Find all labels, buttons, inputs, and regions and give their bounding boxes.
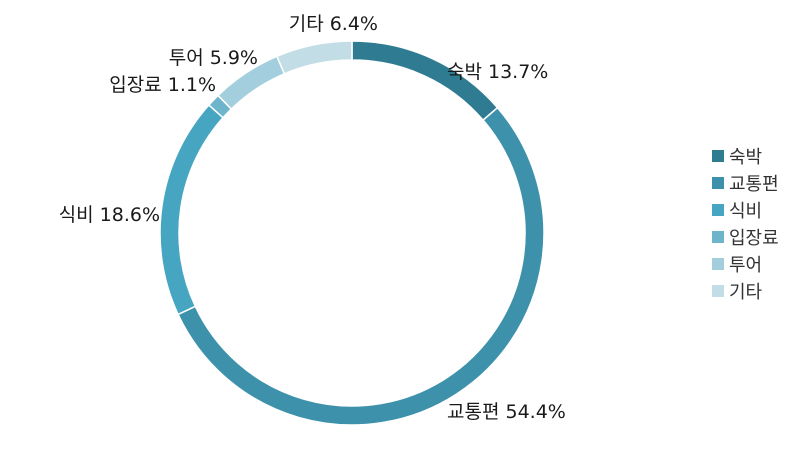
- legend-label-투어: 투어: [729, 254, 763, 276]
- slice-label-숙박: 숙박 13.7%: [447, 61, 548, 83]
- donut-slices: [159, 40, 545, 426]
- legend-label-기타: 기타: [729, 281, 763, 303]
- legend-item-기타: 기타: [712, 277, 779, 304]
- slice-label-식비: 식비 18.6%: [59, 204, 160, 226]
- legend-swatch-기타: [712, 284, 724, 297]
- legend-item-입장료: 입장료: [712, 223, 779, 250]
- legend-item-교통편: 교통편: [712, 169, 779, 196]
- legend-label-입장료: 입장료: [729, 227, 779, 249]
- slice-label-교통편: 교통편 54.4%: [447, 401, 566, 423]
- slice-교통편: [177, 106, 545, 426]
- slice-label-입장료: 입장료 1.1%: [109, 74, 216, 96]
- legend-swatch-숙박: [712, 149, 724, 162]
- slice-식비: [159, 103, 225, 316]
- legend-swatch-교통편: [712, 176, 724, 189]
- legend: 숙박 교통편 식비 입장료 투어 기타: [712, 142, 779, 304]
- legend-label-식비: 식비: [729, 200, 763, 222]
- slice-label-투어: 투어 5.9%: [169, 47, 258, 69]
- legend-swatch-투어: [712, 257, 724, 270]
- slice-기타: [275, 40, 353, 75]
- legend-item-식비: 식비: [712, 196, 779, 223]
- legend-label-숙박: 숙박: [729, 146, 763, 168]
- legend-label-교통편: 교통편: [729, 173, 779, 195]
- slice-label-기타: 기타 6.4%: [289, 13, 378, 35]
- legend-swatch-식비: [712, 203, 724, 216]
- legend-item-숙박: 숙박: [712, 142, 779, 169]
- legend-swatch-입장료: [712, 230, 724, 243]
- legend-item-투어: 투어: [712, 250, 779, 277]
- slice-labels: 숙박 13.7% 교통편 54.4% 식비 18.6% 입장료 1.1% 투어 …: [59, 13, 566, 423]
